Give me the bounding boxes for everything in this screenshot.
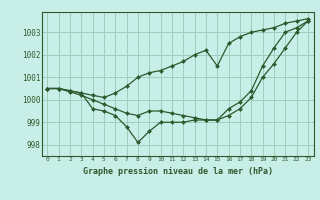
X-axis label: Graphe pression niveau de la mer (hPa): Graphe pression niveau de la mer (hPa) xyxy=(83,167,273,176)
